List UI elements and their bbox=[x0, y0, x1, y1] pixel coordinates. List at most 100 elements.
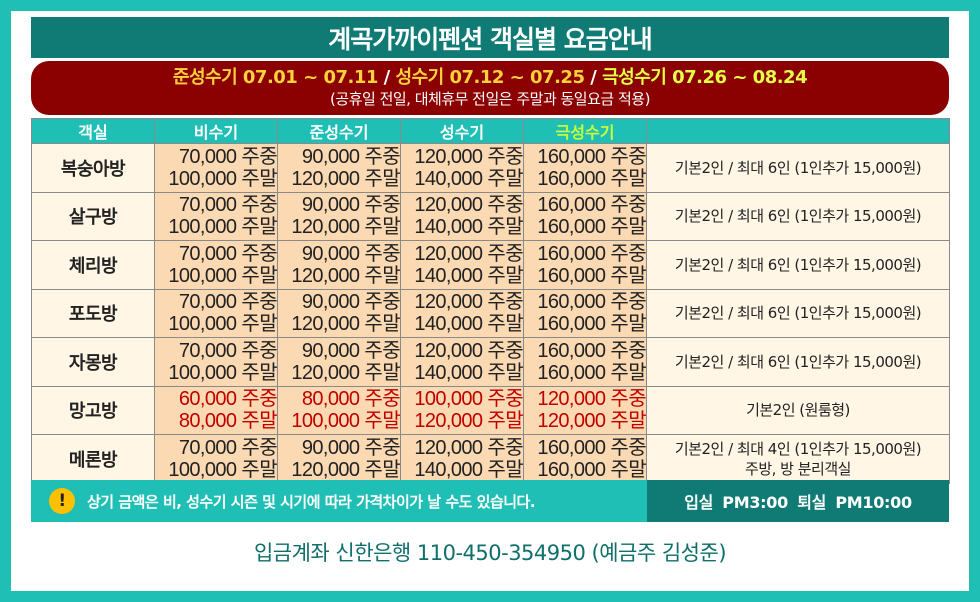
weekday-price: 120,000 주중 bbox=[414, 194, 523, 217]
price-cell-extreme: 160,000 주중 160,000 주말 bbox=[523, 434, 647, 484]
price-cell-semi: 90,000 주중 120,000 주말 bbox=[277, 191, 401, 241]
bank-account-info: 입금계좌 신한은행 110-450-354950 (예금주 김성준) bbox=[253, 541, 727, 565]
room-name: 자몽방 bbox=[31, 337, 155, 387]
holiday-note: (공휴일 전일, 대체휴무 전일은 주말과 동일요금 적용) bbox=[330, 90, 650, 108]
price-cell-semi: 90,000 주중 120,000 주말 bbox=[277, 288, 401, 338]
extreme-peak-period: 극성수기 07.26 ~ 08.24 bbox=[602, 67, 808, 88]
price-cell-semi: 80,000 주중 100,000 주말 bbox=[277, 385, 401, 435]
weekday-price: 90,000 주중 bbox=[301, 242, 401, 265]
price-cell-peak: 120,000 주중 140,000 주말 bbox=[400, 434, 524, 484]
weekend-price: 140,000 주말 bbox=[414, 458, 523, 481]
room-name: 복숭아방 bbox=[31, 143, 155, 193]
weekend-price: 140,000 주말 bbox=[414, 216, 523, 239]
weekend-price: 100,000 주말 bbox=[168, 167, 277, 190]
weekend-price: 160,000 주말 bbox=[537, 458, 646, 481]
price-notice-text: 상기 금액은 비, 성수기 시즌 및 시기에 따라 가격차이가 날 수도 있습니… bbox=[87, 492, 536, 511]
weekend-price: 120,000 주말 bbox=[291, 313, 400, 336]
price-cell-peak: 120,000 주중 140,000 주말 bbox=[400, 337, 524, 387]
price-cell-extreme: 160,000 주중 160,000 주말 bbox=[523, 240, 647, 290]
room-capacity-info: 기본2인 / 최대 6인 (1인추가 15,000원) bbox=[646, 337, 950, 387]
weekend-price: 160,000 주말 bbox=[537, 361, 646, 384]
capacity-line: 기본2인 / 최대 6인 (1인추가 15,000원) bbox=[674, 352, 922, 371]
price-cell-semi: 90,000 주중 120,000 주말 bbox=[277, 240, 401, 290]
price-cell-off: 60,000 주중 80,000 주말 bbox=[154, 385, 278, 435]
weekend-price: 160,000 주말 bbox=[537, 216, 646, 239]
weekday-price: 90,000 주중 bbox=[301, 291, 401, 314]
weekend-price: 100,000 주말 bbox=[168, 458, 277, 481]
table-row: 자몽방 70,000 주중 100,000 주말 90,000 주중 120,000 주… bbox=[31, 337, 950, 387]
weekday-price: 90,000 주중 bbox=[301, 436, 401, 459]
weekend-price: 100,000 주말 bbox=[168, 216, 277, 239]
capacity-line: 기본2인 / 최대 6인 (1인추가 15,000원) bbox=[674, 255, 922, 274]
capacity-line: 기본2인 / 최대 6인 (1인추가 15,000원) bbox=[674, 158, 922, 177]
weekday-price: 80,000 주중 bbox=[301, 388, 401, 411]
capacity-line: 기본2인 / 최대 6인 (1인추가 15,000원) bbox=[674, 207, 922, 226]
price-cell-peak: 120,000 주중 140,000 주말 bbox=[400, 143, 524, 193]
room-name: 살구방 bbox=[31, 191, 155, 241]
room-capacity-info: 기본2인 / 최대 4인 (1인추가 15,000원) 주방, 방 분리객실 bbox=[646, 434, 950, 484]
table-row: 메론방 70,000 주중 100,000 주말 90,000 주중 120,000 주… bbox=[31, 434, 950, 484]
price-cell-semi: 90,000 주중 120,000 주말 bbox=[277, 143, 401, 193]
weekend-price: 100,000 주말 bbox=[168, 313, 277, 336]
weekend-price: 160,000 주말 bbox=[537, 264, 646, 287]
weekday-price: 100,000 주중 bbox=[414, 388, 523, 411]
weekday-price: 70,000 주중 bbox=[178, 194, 278, 217]
weekend-price: 100,000 주말 bbox=[168, 264, 277, 287]
table-row: 복숭아방 70,000 주중 100,000 주말 90,000 주중 120,000 … bbox=[31, 143, 950, 193]
price-cell-peak: 100,000 주중 120,000 주말 bbox=[400, 385, 524, 435]
weekday-price: 70,000 주중 bbox=[178, 339, 278, 362]
room-name: 체리방 bbox=[31, 240, 155, 290]
table-row: 포도방 70,000 주중 100,000 주말 90,000 주중 120,000 주… bbox=[31, 288, 950, 338]
price-cell-off: 70,000 주중 100,000 주말 bbox=[154, 337, 278, 387]
price-cell-extreme: 160,000 주중 160,000 주말 bbox=[523, 191, 647, 241]
capacity-line: 기본2인 / 최대 6인 (1인추가 15,000원) bbox=[674, 304, 922, 323]
price-cell-extreme: 160,000 주중 160,000 주말 bbox=[523, 143, 647, 193]
room-name: 포도방 bbox=[31, 288, 155, 338]
weekend-price: 140,000 주말 bbox=[414, 264, 523, 287]
weekend-price: 140,000 주말 bbox=[414, 361, 523, 384]
weekday-price: 160,000 주중 bbox=[537, 242, 646, 265]
price-notice: ! 상기 금액은 비, 성수기 시즌 및 시기에 따라 가격차이가 날 수도 있… bbox=[31, 480, 647, 522]
season-separator: / bbox=[383, 67, 391, 88]
room-capacity-info: 기본2인 / 최대 6인 (1인추가 15,000원) bbox=[646, 191, 950, 241]
capacity-line: 주방, 방 분리객실 bbox=[745, 459, 851, 478]
season-periods: 준성수기 07.01 ~ 07.11 / 성수기 07.12 ~ 07.25 /… bbox=[173, 67, 808, 89]
header-room: 객실 bbox=[31, 118, 155, 144]
weekend-price: 120,000 주말 bbox=[291, 167, 400, 190]
weekend-price: 140,000 주말 bbox=[414, 167, 523, 190]
room-capacity-info: 기본2인 (원룸형) bbox=[646, 385, 950, 435]
weekday-price: 90,000 주중 bbox=[301, 194, 401, 217]
header-info bbox=[646, 118, 950, 144]
weekend-price: 120,000 주말 bbox=[291, 264, 400, 287]
page-title: 계곡가까이펜션 객실별 요금안내 bbox=[31, 17, 949, 58]
weekend-price: 120,000 주말 bbox=[537, 410, 646, 433]
warning-icon: ! bbox=[49, 488, 75, 514]
weekday-price: 70,000 주중 bbox=[178, 436, 278, 459]
weekend-price: 120,000 주말 bbox=[291, 458, 400, 481]
season-separator: / bbox=[590, 67, 597, 88]
price-cell-off: 70,000 주중 100,000 주말 bbox=[154, 288, 278, 338]
price-cell-extreme: 120,000 주중 120,000 주말 bbox=[523, 385, 647, 435]
price-cell-extreme: 160,000 주중 160,000 주말 bbox=[523, 288, 647, 338]
room-name: 메론방 bbox=[31, 434, 155, 484]
weekday-price: 120,000 주중 bbox=[414, 339, 523, 362]
weekday-price: 160,000 주중 bbox=[537, 436, 646, 459]
capacity-line: 기본2인 (원룸형) bbox=[746, 401, 850, 420]
footer-bar: ! 상기 금액은 비, 성수기 시즌 및 시기에 따라 가격차이가 날 수도 있… bbox=[31, 480, 949, 522]
price-cell-off: 70,000 주중 100,000 주말 bbox=[154, 191, 278, 241]
weekday-price: 70,000 주중 bbox=[178, 242, 278, 265]
weekday-price: 120,000 주중 bbox=[537, 388, 646, 411]
price-cell-peak: 120,000 주중 140,000 주말 bbox=[400, 240, 524, 290]
peak-period: 성수기 07.12 ~ 07.25 bbox=[395, 67, 585, 88]
table-row: 망고방 60,000 주중 80,000 주말 80,000 주중 100,000 주말… bbox=[31, 385, 950, 435]
checkin-checkout-time: 입실 PM3:00 퇴실 PM10:00 bbox=[647, 480, 949, 522]
weekend-price: 80,000 주말 bbox=[178, 410, 278, 433]
rate-table: 객실 비수기 준성수기 성수기 극성수기 복숭아방 70,000 주중 100,00… bbox=[31, 118, 950, 484]
weekend-price: 100,000 주말 bbox=[168, 361, 277, 384]
weekend-price: 140,000 주말 bbox=[414, 313, 523, 336]
weekday-price: 160,000 주중 bbox=[537, 291, 646, 314]
room-name: 망고방 bbox=[31, 385, 155, 435]
price-cell-off: 70,000 주중 100,000 주말 bbox=[154, 434, 278, 484]
weekday-price: 120,000 주중 bbox=[414, 436, 523, 459]
weekday-price: 60,000 주중 bbox=[178, 388, 278, 411]
